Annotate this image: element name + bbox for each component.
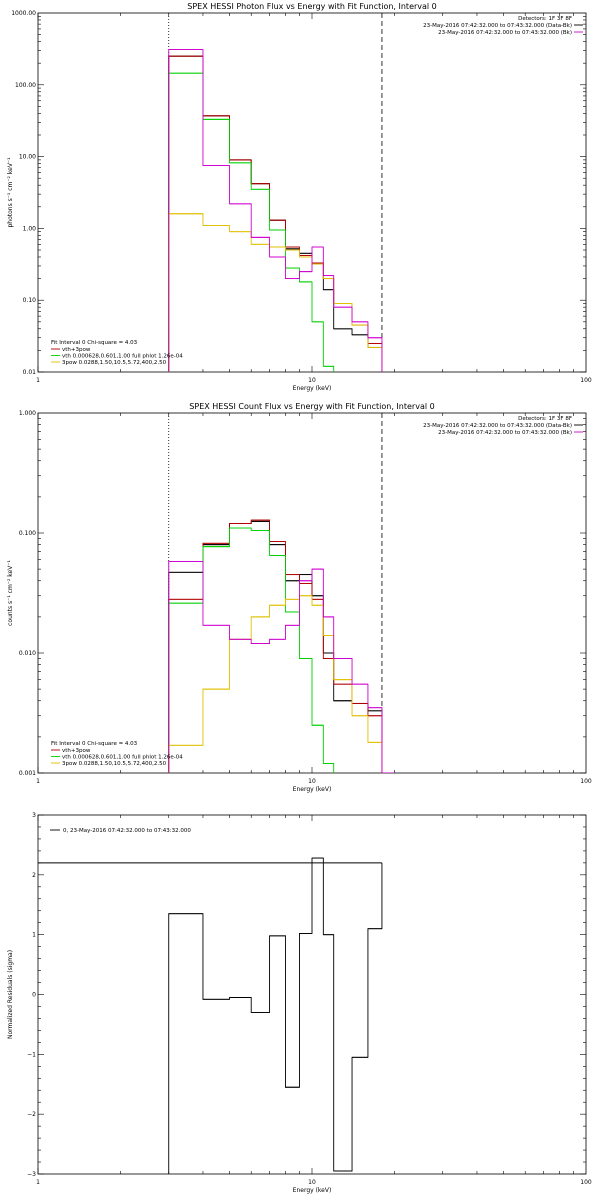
fit-legend-entry: vth+3pow: [62, 748, 91, 754]
y-tick-label: 2: [32, 872, 36, 879]
y-tick-label: −1: [27, 1051, 36, 1058]
y-tick-label: 1000.00: [11, 10, 36, 17]
fit-legend-entry: vth 0.000628,0.601,1.00 full phlot 1.26e…: [62, 354, 183, 360]
series-bk: [168, 49, 383, 372]
x-tick-label: 100: [580, 778, 592, 785]
y-tick-label: 0.001: [19, 770, 36, 777]
y-tick-label: 0.100: [19, 530, 36, 537]
legend-entry: 23-May-2016 07:42:32.000 to 07:43:32.000…: [438, 30, 572, 36]
legend-entry: 23-May-2016 07:42:32.000 to 07:43:32.000…: [438, 430, 572, 436]
y-tick-label: 0.010: [19, 650, 36, 657]
fit-legend-entry: vth 0.000628,0.601,1.00 full phlot 1.26e…: [62, 755, 183, 761]
series-0-23-may-2016-07-42-32-000-to-07-43-32-000: [168, 857, 383, 1174]
y-tick-label: −3: [27, 1171, 36, 1178]
y-tick-label: 10.00: [19, 154, 36, 161]
x-axis-label: Energy (keV): [293, 786, 332, 793]
y-tick-label: 3: [32, 812, 36, 819]
x-tick-label: 10: [308, 377, 316, 384]
legend-entry: 0, 23-May-2016 07:42:32.000 to 07:43:32.…: [63, 828, 191, 834]
y-tick-label: 0.10: [23, 297, 37, 304]
y-tick-label: 0: [32, 992, 36, 999]
fit-legend-entry: 3pow 0.0288,1.50,10.5,5.72,400,2.50: [62, 360, 167, 366]
x-tick-label: 10: [308, 1179, 316, 1186]
y-axis-label: counts s⁻¹ cm⁻² keV⁻¹: [7, 560, 14, 626]
x-tick-label: 1: [36, 778, 40, 785]
x-tick-label: 1: [36, 377, 40, 384]
legend-entry: 23-May-2016 07:42:32.000 to 07:43:32.000…: [423, 23, 572, 29]
y-tick-label: 1: [32, 932, 36, 939]
y-tick-label: −2: [27, 1111, 36, 1118]
fit-legend-header: Fit Interval 0 Chi-square = 4.03: [51, 340, 138, 346]
y-axis-label: photons s⁻¹ cm⁻² keV⁻¹: [7, 157, 14, 228]
y-tick-label: 1.00: [23, 225, 37, 232]
legend-header: Detectors: 1F 3F 8F: [518, 16, 572, 22]
x-tick-label: 100: [580, 377, 592, 384]
fit-legend-entry: 3pow 0.0288,1.50,10.5,5.72,400,2.50: [62, 761, 167, 767]
y-tick-label: 0.01: [23, 369, 37, 376]
x-axis-label: Energy (keV): [293, 1187, 332, 1194]
chart-title: SPEX HESSI Photon Flux vs Energy with Fi…: [187, 2, 437, 11]
x-tick-label: 1: [36, 1179, 40, 1186]
fit-legend-header: Fit Interval 0 Chi-square = 4.03: [51, 741, 138, 747]
y-tick-label: 1.000: [19, 410, 36, 417]
y-axis-label: Normalized Residuals (sigma): [7, 950, 14, 1039]
y-tick-label: 100.00: [15, 82, 36, 89]
legend-header: Detectors: 1F 3F 8F: [518, 416, 572, 422]
x-axis-label: Energy (keV): [293, 385, 332, 392]
chart-title: SPEX HESSI Count Flux vs Energy with Fit…: [189, 402, 434, 411]
fit-legend-entry: vth+3pow: [62, 347, 91, 353]
legend-entry: 23-May-2016 07:42:32.000 to 07:43:32.000…: [423, 423, 572, 429]
x-tick-label: 100: [580, 1179, 592, 1186]
x-tick-label: 10: [308, 778, 316, 785]
